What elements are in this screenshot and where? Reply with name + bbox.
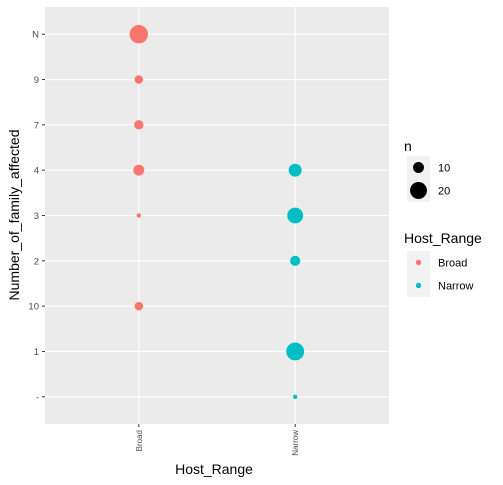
size-legend-title: n (404, 138, 412, 154)
data-point (136, 213, 142, 218)
y-tick-label: N (32, 30, 39, 41)
color-legend: Broad Narrow (407, 251, 474, 297)
data-point (134, 301, 144, 311)
size-legend-label: 10 (438, 163, 450, 175)
x-axis-ticks: Broad Narrow (135, 424, 300, 456)
color-legend-symbol (415, 282, 422, 289)
x-tick-label: Broad (135, 430, 144, 451)
data-point (133, 164, 145, 176)
x-tick-label: Narrow (291, 430, 300, 456)
data-point (287, 207, 304, 224)
size-legend-label: 20 (438, 186, 450, 198)
y-tick-label: 1 (34, 347, 39, 358)
y-axis-title: Number_of_family_affected (6, 130, 22, 301)
color-legend-label: Broad (438, 258, 467, 270)
y-tick-label: 3 (34, 211, 39, 222)
y-tick-label: 7 (34, 120, 39, 131)
data-point (288, 163, 302, 177)
color-legend-label: Narrow (438, 281, 474, 293)
y-axis-ticks: - 1 10 2 3 4 7 9 N (28, 30, 45, 403)
size-legend-symbol (410, 182, 427, 199)
data-point (292, 394, 298, 400)
data-point (129, 24, 149, 44)
size-legend-symbol (413, 162, 424, 173)
size-legend: 10 20 (407, 156, 450, 202)
data-point (134, 120, 144, 130)
data-point (290, 255, 301, 266)
y-tick-label: 2 (34, 256, 39, 267)
data-points (129, 24, 305, 400)
y-tick-label: 10 (28, 302, 39, 313)
y-tick-label: 9 (34, 75, 39, 86)
y-tick-label: 4 (34, 166, 39, 177)
y-tick-label: - (36, 392, 39, 403)
color-legend-symbol (415, 259, 422, 266)
data-point (286, 342, 305, 361)
x-axis-title: Host_Range (175, 461, 253, 477)
data-point (134, 75, 144, 84)
legend: n 10 20 Host_Range Broad Narrow (404, 138, 482, 297)
color-legend-title: Host_Range (404, 230, 482, 246)
